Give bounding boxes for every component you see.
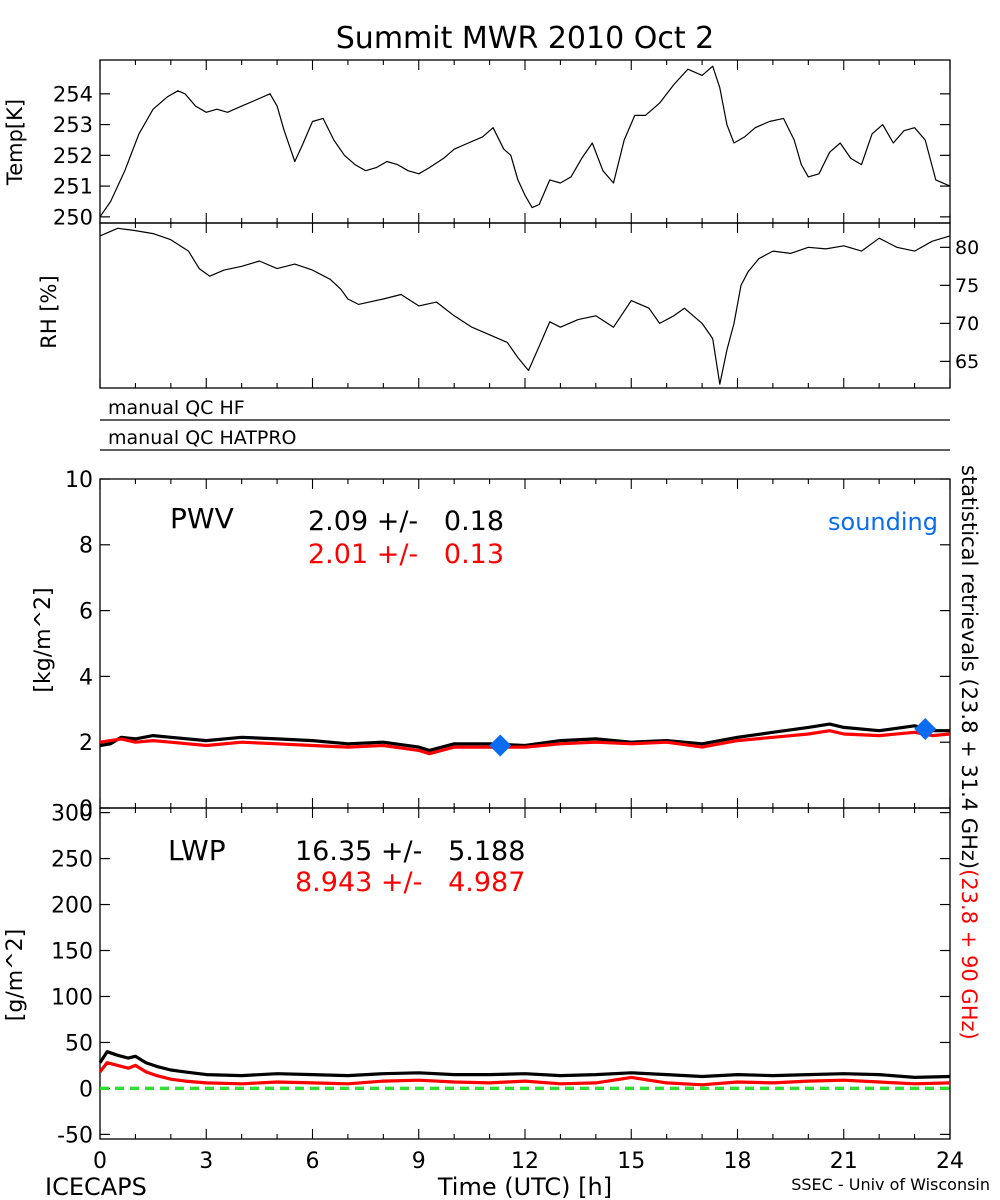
ytick-label: 250 [53,205,93,229]
sounding-marker [489,734,512,757]
ytick-label: 150 [51,939,93,964]
red-series-line [98,1061,951,1087]
lwp-black-stats: 16.35 +/- 5.188 [295,836,525,867]
qc-hf-label: manual QC HF [108,397,245,419]
ytick-label: 4 [79,665,93,690]
sounding-legend: sounding [828,508,938,536]
temp-panel-frame [99,59,951,224]
ticks-layer: 250251252253254657075800246810-500501001… [51,60,979,1174]
xtick-label: 3 [199,1149,213,1174]
ytick-label: 200 [51,893,93,918]
ytick-label: 100 [51,985,93,1010]
sounding-marker [914,718,937,741]
footer-right: SSEC - Univ of Wisconsin [791,1175,990,1194]
qc-hatpro-label: manual QC HATPRO [108,427,297,449]
ytick-label: 6 [79,600,93,625]
right-axis-label: statistical retrievals (23.8 + 31.4 GHz)… [957,465,981,1040]
right-axis-label-red: (23.8 + 90 GHz) [957,869,981,1040]
xtick-label: 15 [617,1149,645,1174]
ytick-label: 253 [53,113,93,137]
rh-panel-frame [99,222,951,389]
xtick-label: 6 [306,1149,320,1174]
lwp-axis-title: [g/m^2] [3,929,28,1021]
black-series-line [98,1050,951,1080]
ytick-label: 254 [53,82,93,106]
lwp-label: LWP [168,834,226,867]
ytick-label: 8 [79,534,93,559]
ytick-label: 80 [955,237,979,259]
chart-title: Summit MWR 2010 Oct 2 [336,21,714,56]
lwp-red-stats: 8.943 +/- 4.987 [295,867,525,898]
ytick-label: 75 [955,275,979,297]
rh-axis-title: RH [%] [37,275,61,348]
ytick-label: 2 [79,731,93,756]
ytick-label: 250 [51,847,93,872]
xtick-label: 24 [936,1149,964,1174]
ytick-label: 65 [955,351,979,373]
pwv-label: PWV [170,502,234,535]
ytick-label: 252 [53,144,93,168]
footer-left: ICECAPS [45,1173,147,1200]
xtick-label: 21 [830,1149,858,1174]
pwv-axis-title: [kg/m^2] [31,587,56,692]
ytick-label: 300 [51,802,93,827]
black-series-line [99,227,951,385]
ytick-label: 10 [65,468,93,493]
ytick-label: 251 [53,175,93,199]
right-axis-label-black: statistical retrievals (23.8 + 31.4 GHz) [957,465,981,869]
x-axis-title: Time (UTC) [h] [437,1173,612,1200]
temp-axis-title: Temp[K] [3,99,27,186]
ytick-label: 0 [79,1077,93,1102]
xtick-label: 9 [412,1149,426,1174]
pwv-black-stats: 2.09 +/- 0.18 [308,506,504,537]
ytick-label: -50 [57,1123,93,1148]
black-series-line [99,65,951,218]
xtick-label: 18 [724,1149,752,1174]
pwv-red-stats: 2.01 +/- 0.13 [308,539,504,570]
markers-layer [489,718,937,757]
red-series-line [99,729,951,756]
xtick-label: 0 [93,1149,107,1174]
ytick-label: 0 [79,797,93,822]
xtick-label: 12 [511,1149,539,1174]
ytick-label: 50 [65,1031,93,1056]
ytick-label: 70 [955,313,979,335]
